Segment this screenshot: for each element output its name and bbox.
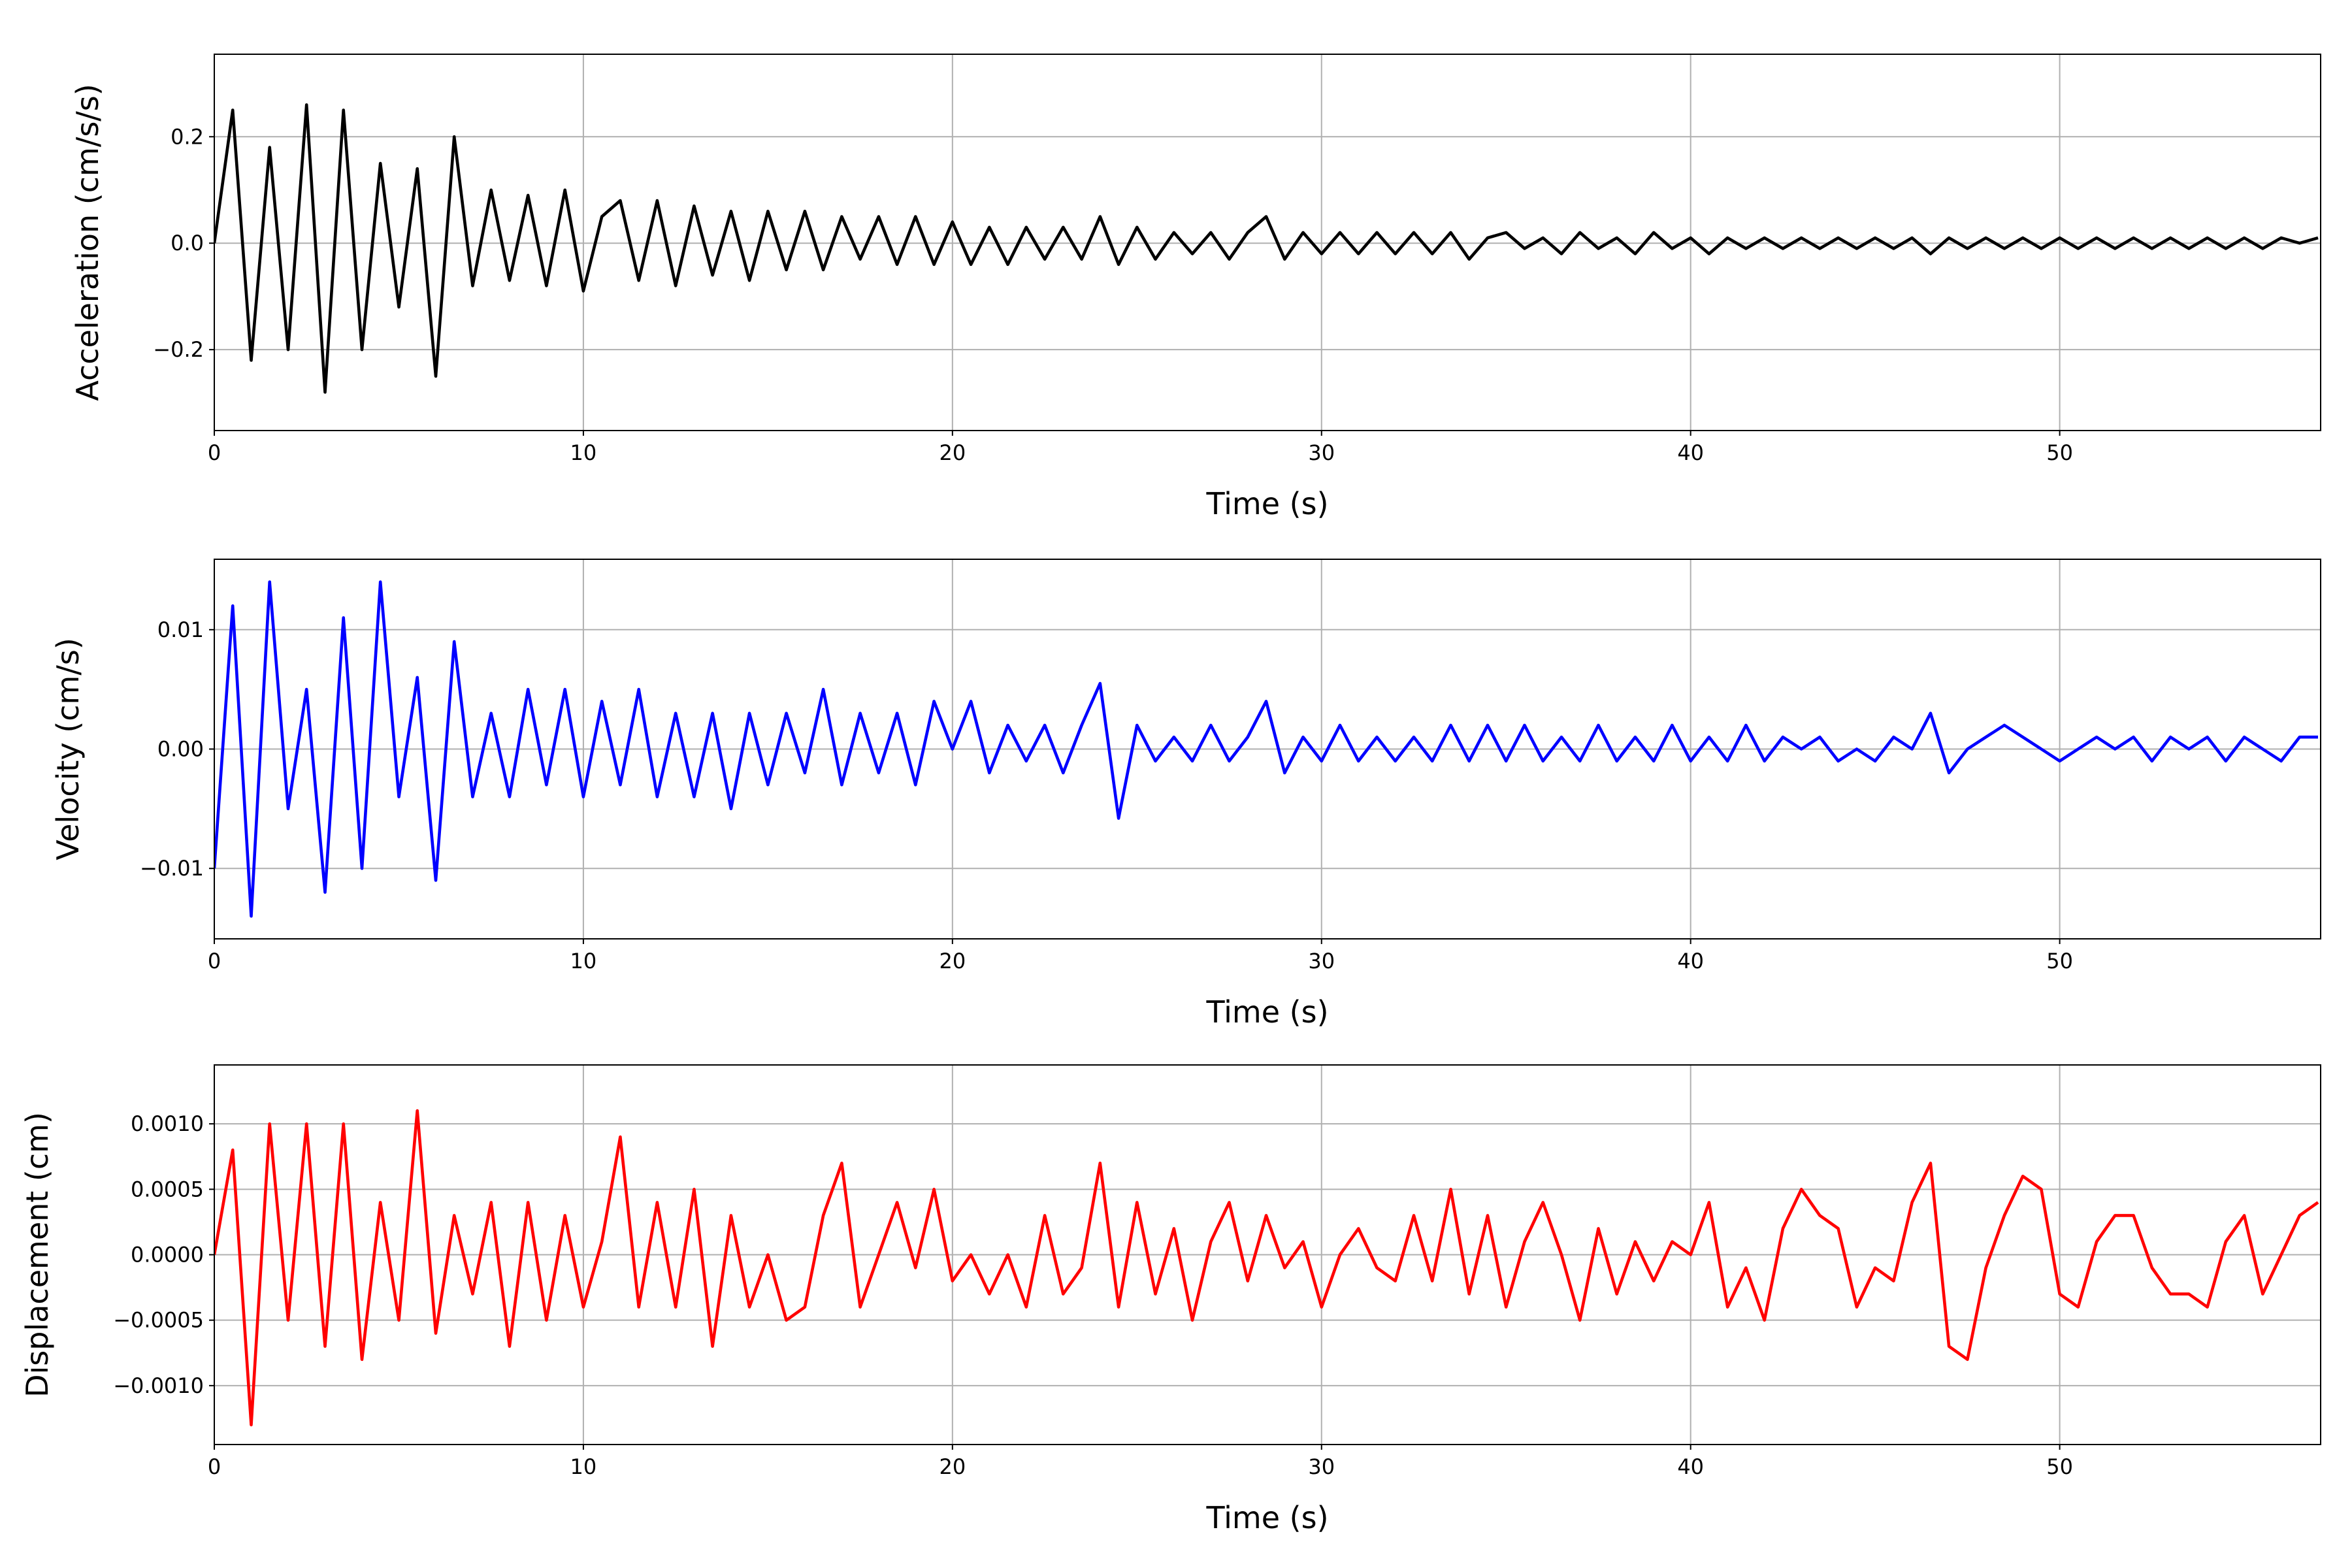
x-tick-label: 30 [1308, 1454, 1335, 1479]
subplot: 0 10 20 30 40 50 −0.01 0.00 0.01 Time (s) Velocity… [50, 559, 2321, 1030]
y-tick-label: −0.01 [140, 856, 204, 881]
x-tick-label: 50 [2046, 949, 2073, 973]
data-line [214, 580, 2318, 918]
plot-area [214, 1109, 2319, 1427]
y-tick-label: −0.0010 [113, 1373, 204, 1398]
y-tick-label: 0.2 [171, 124, 204, 149]
subplot: 0 10 20 30 40 50 −0.0010 −0.0005 0.0000 0.0005 0.0… [20, 1064, 2321, 1535]
y-tick-label: 0.01 [157, 617, 204, 642]
y-axis-label: Displacement (cm) [20, 1112, 55, 1397]
x-tick-label: 50 [2046, 440, 2073, 465]
axes-frame [214, 54, 2321, 431]
x-tick-label: 50 [2046, 1454, 2073, 1479]
y-tick-label: 0.0000 [131, 1243, 204, 1267]
x-axis-label: Time (s) [1205, 486, 1328, 521]
data-line [214, 103, 2319, 394]
x-axis-label: Time (s) [1205, 994, 1328, 1030]
subplot: 0 10 20 30 40 50 −0.2 0.0 0.2 Time (s) Acceleratio… [70, 54, 2321, 521]
y-axis-label: Velocity (cm/s) [50, 638, 86, 860]
plot-area [214, 103, 2319, 394]
y-tick-label: 0.0005 [131, 1177, 204, 1201]
x-tick-label: 0 [208, 1454, 221, 1479]
x-axis-label: Time (s) [1205, 1500, 1328, 1535]
plot-area [214, 580, 2318, 918]
x-tick-label: 10 [570, 949, 597, 973]
y-tick-label: 0.0010 [131, 1111, 204, 1136]
y-tick-label: −0.0005 [113, 1308, 204, 1333]
axes-frame [214, 1064, 2321, 1445]
x-tick-label: 40 [1677, 1454, 1704, 1479]
axes-frame [214, 559, 2321, 939]
x-tick-label: 30 [1308, 440, 1335, 465]
y-tick-label: 0.00 [157, 737, 204, 762]
x-tick-label: 40 [1677, 949, 1704, 973]
x-tick-label: 20 [939, 949, 966, 973]
x-tick-label: 0 [208, 949, 221, 973]
x-tick-label: 0 [208, 440, 221, 465]
x-tick-label: 20 [939, 440, 966, 465]
x-tick-label: 20 [939, 1454, 966, 1479]
y-tick-label: 0.0 [171, 231, 204, 255]
x-tick-label: 10 [570, 440, 597, 465]
x-tick-label: 10 [570, 1454, 597, 1479]
x-tick-label: 30 [1308, 949, 1335, 973]
x-tick-label: 40 [1677, 440, 1704, 465]
y-tick-label: −0.2 [153, 337, 204, 362]
y-axis-label: Acceleration (cm/s/s) [70, 84, 105, 400]
data-line [214, 1109, 2319, 1427]
